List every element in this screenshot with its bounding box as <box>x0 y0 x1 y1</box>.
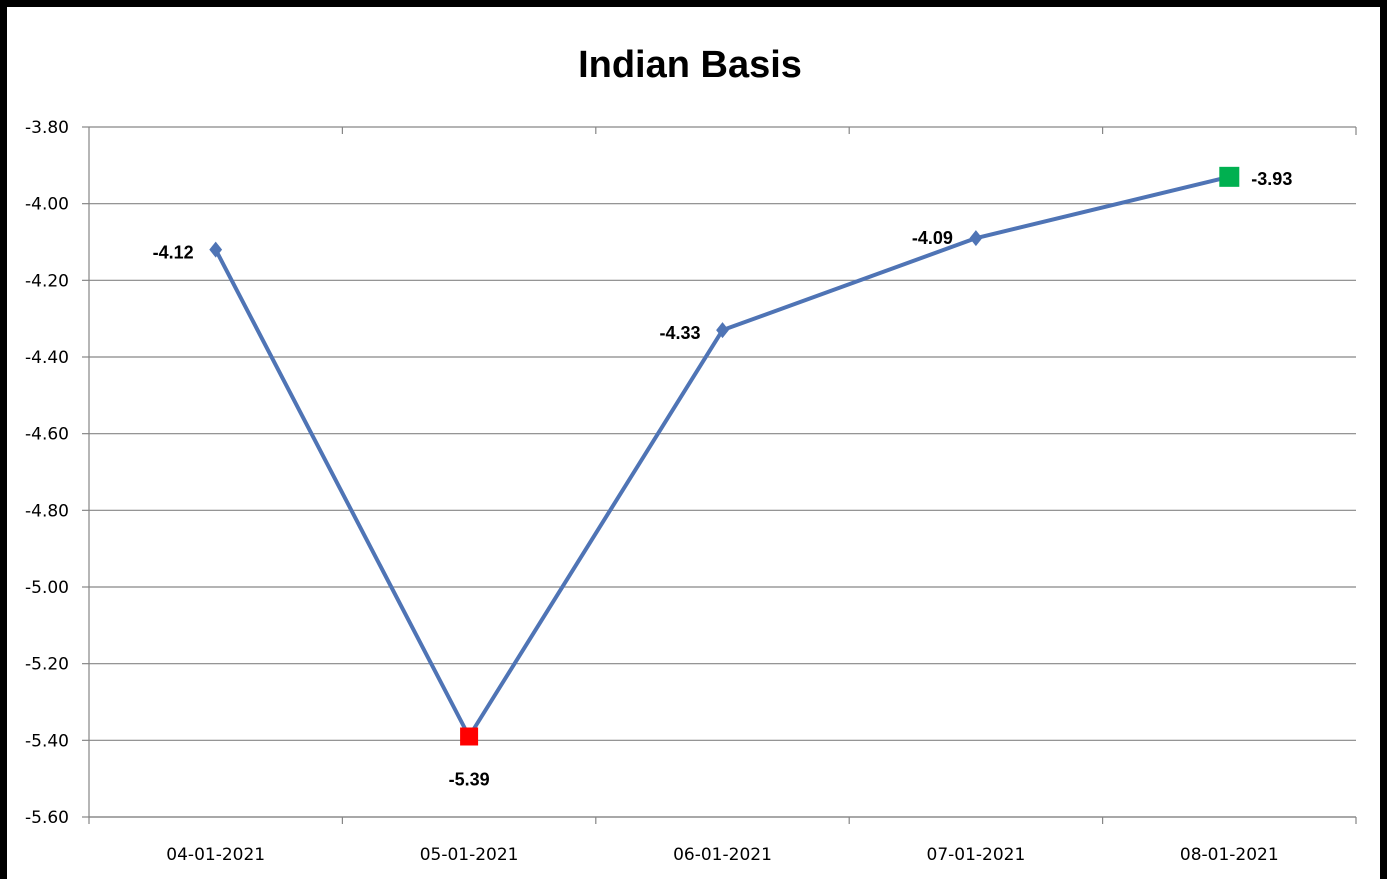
x-tick-label: 04-01-2021 <box>166 845 265 865</box>
x-tick-label: 06-01-2021 <box>673 845 772 865</box>
y-axis-tick-labels: -3.80 -4.00 -4.20 -4.40 -4.60 -4.80 -5.00 -5.20… <box>25 118 69 828</box>
axes <box>82 126 1357 824</box>
data-markers <box>209 166 1240 746</box>
y-tick-label: -5.20 <box>25 655 69 675</box>
y-tick-label: -5.60 <box>25 808 69 828</box>
data-label: -4.33 <box>659 323 700 343</box>
y-tick-label: -5.00 <box>25 578 69 598</box>
max-point-marker <box>1219 166 1240 187</box>
data-label: -3.93 <box>1251 169 1292 189</box>
chart-title: Indian Basis <box>578 44 802 86</box>
y-tick-label: -3.80 <box>25 118 69 138</box>
x-axis-tick-labels: 04-01-2021 05-01-2021 06-01-2021 07-01-2021… <box>166 845 1278 865</box>
point-marker <box>209 241 223 258</box>
point-marker <box>716 322 729 339</box>
data-labels: -4.12 -5.39 -4.33 -4.09 -3.93 <box>153 169 1293 790</box>
y-tick-label: -4.60 <box>25 425 69 445</box>
y-tick-label: -4.40 <box>25 348 69 368</box>
data-label: -5.39 <box>449 770 490 790</box>
data-label: -4.09 <box>912 228 953 248</box>
x-tick-label: 05-01-2021 <box>420 845 519 865</box>
x-tick-label: 07-01-2021 <box>927 845 1026 865</box>
y-tick-label: -4.20 <box>25 271 69 291</box>
y-tick-label: -4.80 <box>25 501 69 521</box>
data-label: -4.12 <box>153 243 194 263</box>
min-point-marker <box>460 727 479 746</box>
gridlines <box>89 126 1356 818</box>
series-polyline <box>213 174 1230 739</box>
y-tick-label: -5.40 <box>25 731 69 751</box>
point-marker <box>969 230 983 247</box>
x-tick-label: 08-01-2021 <box>1180 845 1279 865</box>
y-tick-label: -4.00 <box>25 195 69 215</box>
series-line <box>213 174 1230 739</box>
